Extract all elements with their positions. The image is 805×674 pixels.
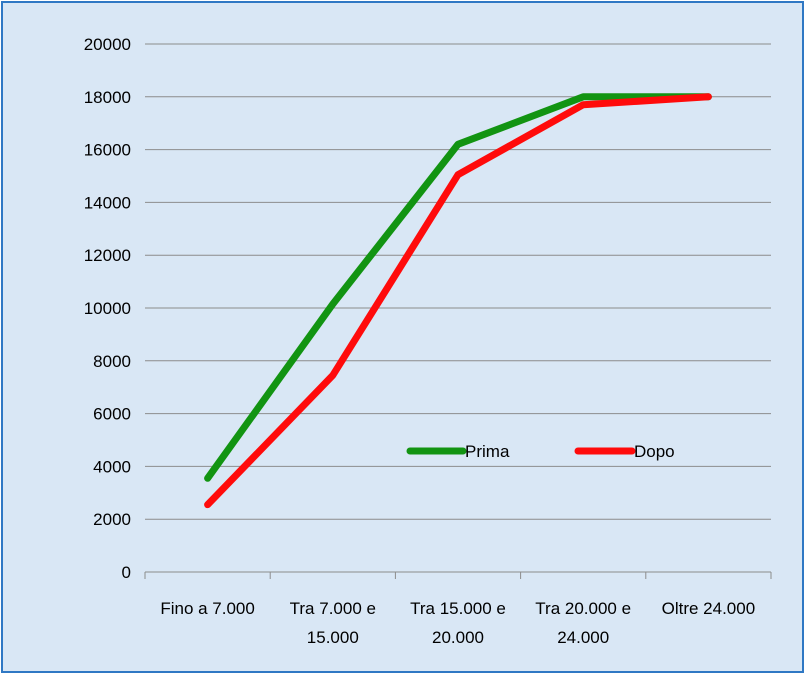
y-tick-label: 18000	[84, 88, 131, 107]
y-tick-label: 6000	[93, 405, 131, 424]
x-tick-label: Fino a 7.000	[160, 599, 255, 618]
legend-label-prima: Prima	[465, 442, 510, 461]
y-tick-label: 2000	[93, 510, 131, 529]
y-tick-label: 4000	[93, 457, 131, 476]
y-tick-label: 10000	[84, 299, 131, 318]
x-tick-label: 15.000	[307, 628, 359, 647]
x-tick-label: 24.000	[557, 628, 609, 647]
legend-label-dopo: Dopo	[634, 442, 675, 461]
y-tick-label: 14000	[84, 193, 131, 212]
y-tick-label: 0	[122, 563, 131, 582]
legend: Prima Dopo	[406, 442, 675, 461]
y-tick-label: 12000	[84, 246, 131, 265]
line-chart: 0 2000 4000 6000 8000 10000 12000 14000 16000 180…	[84, 35, 772, 647]
x-tick-label: Tra 7.000 e	[290, 599, 376, 618]
y-tick-label: 20000	[84, 35, 131, 54]
x-tick-label: Tra 20.000 e	[535, 599, 631, 618]
y-tick-label: 16000	[84, 141, 131, 160]
x-axis: Fino a 7.000 Tra 7.000 e 15.000 Tra 15.000 …	[144, 571, 772, 647]
y-axis-ticks: 0 2000 4000 6000 8000 10000 12000 14000 16000 180…	[84, 35, 131, 582]
x-tick-label: Oltre 24.000	[662, 599, 756, 618]
series-lines	[204, 93, 712, 509]
series-line-prima	[204, 93, 712, 482]
x-tick-label: 20.000	[432, 628, 484, 647]
x-tick-label: Tra 15.000 e	[410, 599, 506, 618]
y-tick-label: 8000	[93, 352, 131, 371]
